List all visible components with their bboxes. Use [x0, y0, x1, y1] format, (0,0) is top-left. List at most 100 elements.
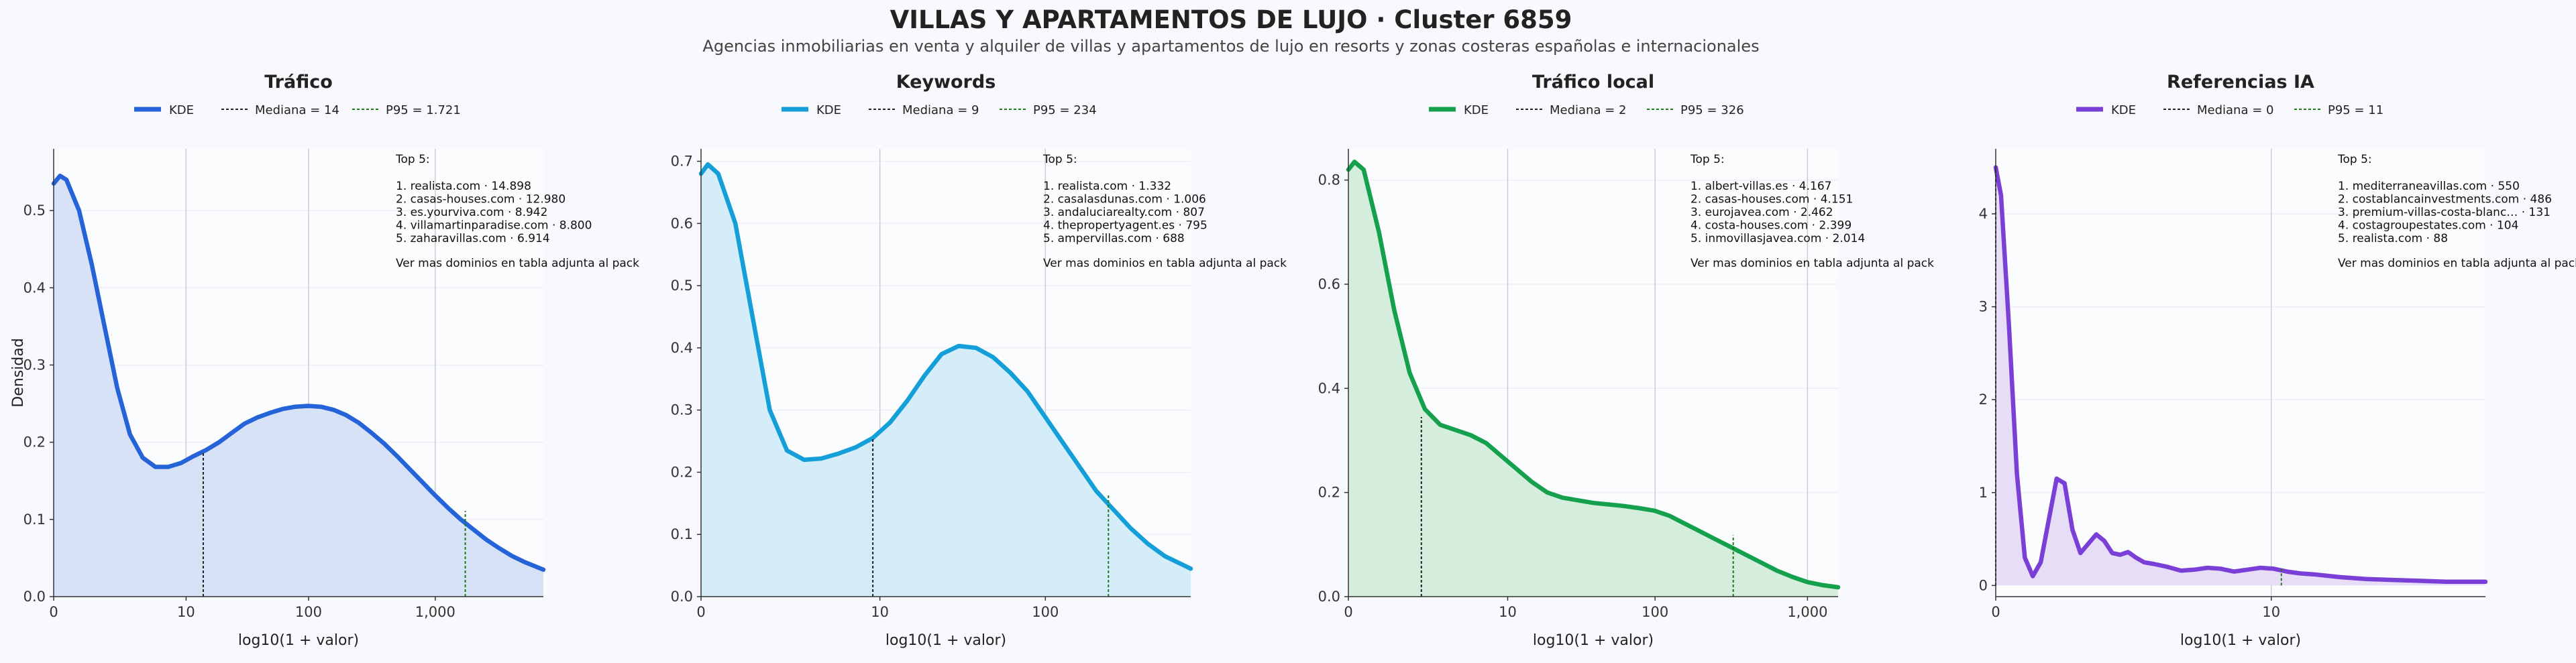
top5-item: 2. casalasdunas.com · 1.006 — [1043, 193, 1206, 206]
kde-area — [54, 176, 543, 597]
y-tick-label: 0.2 — [23, 434, 46, 450]
chart-title: Referencias IA — [2167, 72, 2314, 93]
y-tick-label: 0.0 — [23, 589, 46, 605]
x-tick-label: 10 — [177, 604, 195, 620]
top5-item: 2. casas-houses.com · 12.980 — [396, 193, 566, 206]
top5-item: 4. villamartinparadise.com · 8.800 — [396, 219, 592, 233]
y-tick-label: 2 — [1979, 391, 1988, 408]
kde-line — [1993, 165, 2488, 585]
legend-median-label: Mediana = 2 — [1550, 103, 1626, 117]
figure-title: VILLAS Y APARTAMENTOS DE LUJO · Cluster … — [890, 5, 1572, 34]
top5-title: Top 5: — [2337, 153, 2372, 166]
x-axis-label: log10(1 + valor) — [885, 632, 1006, 649]
legend-kde-label: KDE — [816, 103, 841, 117]
legend-kde-label: KDE — [2111, 103, 2136, 117]
top5-title: Top 5: — [1690, 153, 1725, 166]
plot-area — [1996, 149, 2485, 597]
kde-line — [51, 174, 546, 572]
top5-item: 1. realista.com · 14.898 — [396, 180, 531, 193]
y-tick-label: 4 — [1979, 206, 1988, 222]
chart-title: Tráfico local — [1532, 72, 1654, 93]
chart-panel-4: Referencias IA KDE Mediana = 0 P95 = 11 0 1 2 3… — [1979, 72, 2576, 649]
top5-item: 5. inmovillasjavea.com · 2.014 — [1690, 232, 1865, 245]
top5-item: 5. zaharavillas.com · 6.914 — [396, 232, 550, 245]
x-tick-label: 0 — [1344, 604, 1352, 620]
x-tick-label: 100 — [1032, 604, 1059, 620]
top5-item: 3. andaluciarealty.com · 807 — [1043, 206, 1205, 219]
top5-item: 4. costa-houses.com · 2.399 — [1690, 219, 1851, 233]
x-tick-label: 10 — [1499, 604, 1517, 620]
chart-panels: Tráfico KDE Mediana = 14 P95 = 1.721 0.0 0.1 0… — [10, 72, 2576, 649]
y-tick-label: 0.2 — [1318, 485, 1340, 501]
chart-panel-1: Tráfico KDE Mediana = 14 P95 = 1.721 0.0 0.1 0… — [10, 72, 639, 649]
y-tick-label: 0.4 — [23, 280, 46, 296]
top5-item: 2. casas-houses.com · 4.151 — [1690, 193, 1853, 206]
y-tick-label: 0.1 — [23, 511, 46, 528]
top5-item: 5. ampervillas.com · 688 — [1043, 232, 1185, 245]
top5-item: 1. realista.com · 1.332 — [1043, 180, 1171, 193]
legend-median-label: Mediana = 0 — [2197, 103, 2273, 117]
legend-kde-label: KDE — [1464, 103, 1489, 117]
top5-item: 5. realista.com · 88 — [2338, 232, 2448, 245]
y-tick-label: 0.5 — [23, 202, 46, 219]
kde-line — [1346, 160, 1841, 590]
x-tick-label: 10 — [871, 604, 889, 620]
top5-title: Top 5: — [395, 153, 430, 166]
legend-median-label: Mediana = 14 — [255, 103, 339, 117]
figure-subtitle: Agencias inmobiliarias en venta y alquil… — [702, 37, 1759, 56]
y-tick-label: 0.0 — [671, 589, 693, 605]
y-tick-label: 0.5 — [671, 278, 693, 294]
top5-item: 2. costablancainvestments.com · 486 — [2338, 193, 2552, 206]
chart-title: Tráfico — [264, 72, 333, 93]
top5-footnote: Ver mas dominios en tabla adjunta al pac… — [1043, 257, 1287, 270]
y-tick-label: 0.6 — [671, 215, 693, 231]
y-tick-label: 0.3 — [671, 402, 693, 418]
y-tick-label: 0.4 — [1318, 380, 1340, 396]
legend-p95-label: P95 = 1.721 — [386, 103, 461, 117]
y-tick-label: 0.6 — [1318, 276, 1340, 292]
top5-footnote: Ver mas dominios en tabla adjunta al pac… — [396, 257, 639, 270]
y-tick-label: 1 — [1979, 485, 1988, 501]
x-tick-label: 0 — [49, 604, 58, 620]
y-tick-label: 0 — [1979, 577, 1988, 593]
y-tick-label: 0.1 — [671, 526, 693, 542]
chart-title: Keywords — [896, 72, 996, 93]
chart-panel-2: Keywords KDE Mediana = 9 P95 = 234 0.0 0.1 0.2… — [671, 72, 1287, 649]
top5-item: 4. costagroupestates.com · 104 — [2338, 219, 2518, 233]
kde-area — [1348, 162, 1838, 597]
x-axis-label: log10(1 + valor) — [1533, 632, 1654, 649]
y-tick-label: 0.4 — [671, 340, 693, 356]
x-tick-label: 0 — [696, 604, 705, 620]
legend-kde-label: KDE — [169, 103, 194, 117]
x-tick-label: 10 — [2262, 604, 2280, 620]
kde-line — [698, 162, 1193, 571]
top5-title: Top 5: — [1042, 153, 1077, 166]
x-tick-label: 1,000 — [415, 604, 455, 620]
y-tick-label: 0.3 — [23, 357, 46, 373]
legend-p95-label: P95 = 234 — [1033, 103, 1097, 117]
top5-item: 4. thepropertyagent.es · 795 — [1043, 219, 1208, 233]
top5-item: 3. es.yourviva.com · 8.942 — [396, 206, 547, 219]
y-tick-label: 0.8 — [1318, 172, 1340, 188]
x-tick-label: 1,000 — [1787, 604, 1827, 620]
legend-median-label: Mediana = 9 — [902, 103, 979, 117]
y-tick-label: 0.2 — [671, 464, 693, 480]
kde-area — [701, 164, 1191, 597]
top5-item: 1. albert-villas.es · 4.167 — [1690, 180, 1831, 193]
top5-item: 3. eurojavea.com · 2.462 — [1690, 206, 1833, 219]
legend-p95-label: P95 = 326 — [1680, 103, 1744, 117]
top5-footnote: Ver mas dominios en tabla adjunta al pac… — [2338, 257, 2576, 270]
y-tick-label: 3 — [1979, 299, 1988, 315]
x-axis-label: log10(1 + valor) — [2180, 632, 2301, 649]
y-tick-label: 0.0 — [1318, 589, 1340, 605]
y-axis-label: Densidad — [10, 338, 27, 407]
x-tick-label: 0 — [1991, 604, 2000, 620]
legend-p95-label: P95 = 11 — [2328, 103, 2383, 117]
x-tick-label: 100 — [295, 604, 322, 620]
y-tick-label: 0.7 — [671, 154, 693, 170]
x-axis-label: log10(1 + valor) — [238, 632, 359, 649]
top5-footnote: Ver mas dominios en tabla adjunta al pac… — [1690, 257, 1934, 270]
x-tick-label: 100 — [1642, 604, 1668, 620]
